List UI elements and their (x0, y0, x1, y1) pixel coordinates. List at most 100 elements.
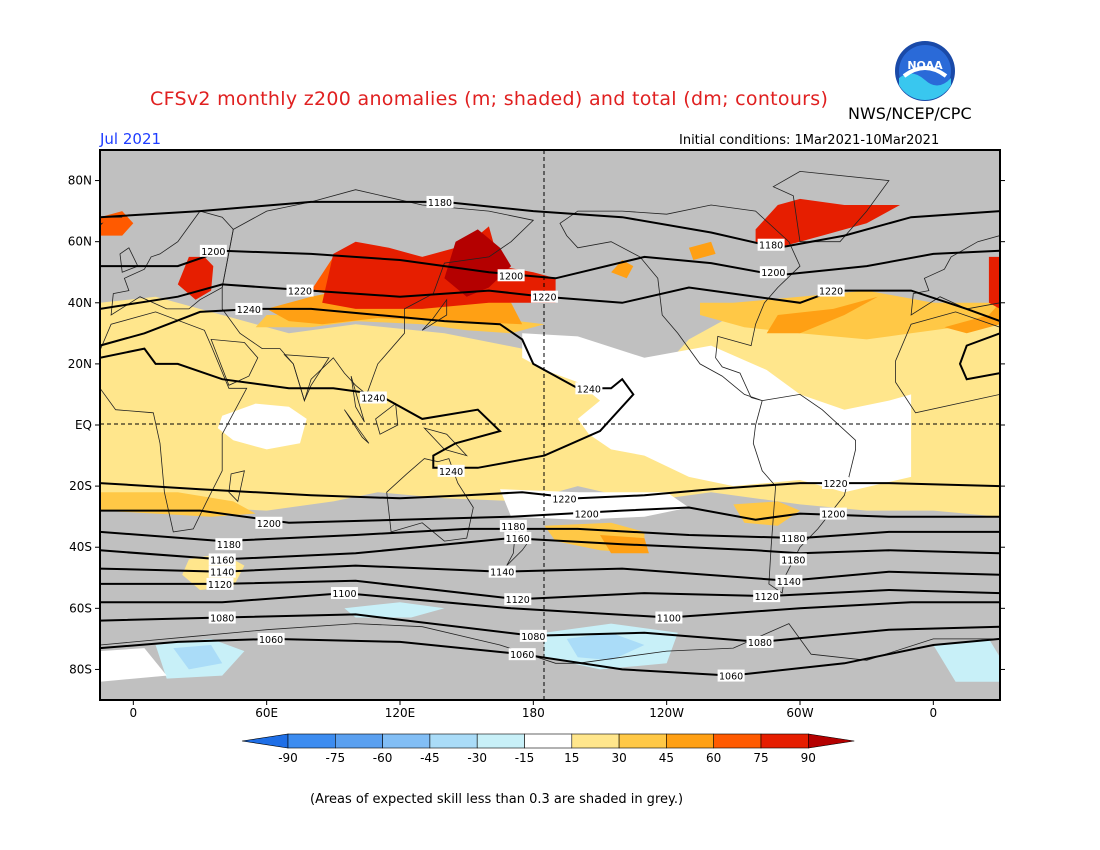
contour-label-bg (488, 565, 516, 578)
coast-europe (110, 210, 234, 316)
contour-label: 1220 (552, 494, 576, 505)
contour-label-bg (437, 464, 465, 477)
colorbar-extend-high (807, 733, 855, 749)
colorbar-bin (571, 733, 620, 749)
contour-label: 1220 (288, 287, 312, 298)
lat-label: 40S (69, 540, 92, 554)
coast-asia (221, 189, 535, 402)
contour-label-bg (199, 244, 227, 257)
contour-label: 1220 (532, 293, 556, 304)
contour-label: 1140 (490, 568, 514, 579)
contour-label-bg (208, 565, 236, 578)
lon-label: 180 (522, 706, 545, 720)
contour-label-bg (759, 266, 787, 279)
contour-label: 1140 (777, 577, 801, 588)
longitude-axis: 0 60E 120E 180 120W 60W 0 (130, 700, 938, 720)
contour-label-bg (757, 238, 785, 251)
lon-label: 0 (930, 706, 938, 720)
lat-label: 80N (68, 174, 92, 188)
contour-label: 1180 (428, 198, 452, 209)
lat-label: 40N (68, 296, 92, 310)
shade-antarctic-blue-c2 (566, 632, 645, 661)
coast-indonesia-2 (375, 402, 399, 435)
contour-label: 1120 (208, 580, 232, 591)
contour-label-bg (504, 593, 532, 606)
contour-label-bg (215, 538, 243, 551)
coast-africa-wrap (895, 311, 1000, 414)
contour-label: 1240 (237, 305, 261, 316)
colorbar-extend-low (241, 733, 289, 749)
coast-north-america (559, 204, 801, 401)
colorbar: -90 -75 -60 -45 -30 -15 15 30 45 60 75 90 (241, 733, 855, 765)
colorbar-label: 15 (564, 751, 579, 765)
contour-label: 1180 (759, 241, 783, 252)
shade-antarctic-blue-e (933, 638, 1000, 682)
contour-label-bg (206, 577, 234, 590)
contour-label: 1200 (761, 268, 785, 279)
contour-label: 1180 (501, 522, 525, 533)
contour-label: 1200 (201, 247, 225, 258)
colorbar-label: -30 (467, 751, 487, 765)
coastlines (100, 170, 1000, 700)
contour-label: 1080 (748, 638, 772, 649)
colorbar-label: -75 (325, 751, 345, 765)
shade-asia-deep-red (322, 226, 556, 309)
coast-madagascar (228, 470, 245, 503)
contour-label-bg (208, 611, 236, 624)
colorbar-label: -45 (420, 751, 440, 765)
contour-label: 1160 (506, 534, 530, 545)
shade-asia-max (444, 229, 512, 297)
contour-label-bg (508, 648, 536, 661)
contour-c1180-nh (100, 200, 1000, 249)
contour-label: 1080 (210, 614, 234, 625)
colorbar-label: -60 (373, 751, 393, 765)
organization-label: NWS/NCEP/CPC (848, 104, 972, 123)
map-title: CFSv2 monthly z200 anomalies (m; shaded)… (150, 88, 829, 110)
colorbar-bin (287, 733, 336, 749)
contour-label: 1100 (332, 589, 356, 600)
contour-label-bg (286, 284, 314, 297)
contour-label-bg (655, 611, 683, 624)
contour-c1160-sh (100, 537, 1000, 561)
contour-c1240-nh (100, 307, 635, 469)
coast-africa (100, 311, 248, 533)
initial-conditions: Initial conditions: 1Mar2021-10Mar2021 (679, 133, 940, 148)
contour-label: 1060 (719, 672, 743, 683)
colorbar-label: -90 (278, 751, 298, 765)
shade-n-america-orange (688, 241, 716, 260)
contour-label-bg (499, 519, 527, 532)
contour-c1080-sh (100, 613, 1000, 643)
colorbar-label: 90 (801, 751, 816, 765)
contour-label: 1240 (361, 394, 385, 405)
contour-label-bg (817, 284, 845, 297)
shade-s-indian-blue (344, 602, 445, 618)
contour-label-bg (550, 492, 578, 505)
lat-label: 20N (68, 357, 92, 371)
lat-label: EQ (75, 418, 92, 432)
contour-label: 1140 (210, 568, 234, 579)
contour-label: 1220 (819, 287, 843, 298)
contour-label-bg (717, 669, 745, 682)
colorbar-label: -15 (515, 751, 535, 765)
anomaly-shading (100, 198, 1000, 682)
shade-near-zero-pacific (522, 333, 912, 493)
contour-label-bg (330, 587, 358, 600)
contour-c1120-sh (100, 579, 1000, 601)
colorbar-label: 75 (753, 751, 768, 765)
shade-pacific-orange (611, 260, 634, 279)
contour-c1240-east (958, 332, 1000, 381)
contour-label-bg (497, 269, 525, 282)
contour-label: 1240 (577, 384, 601, 395)
contour-label-bg (235, 302, 263, 315)
coast-iceland (100, 222, 104, 227)
lon-label: 60E (255, 706, 278, 720)
contour-label-bg (822, 477, 850, 490)
lat-label: 60N (68, 235, 92, 249)
contour-label: 1200 (821, 510, 845, 521)
contour-label: 1060 (510, 650, 534, 661)
shade-band-atl-east (944, 302, 1000, 334)
coast-uk (119, 247, 139, 273)
coast-new-guinea (423, 427, 468, 457)
colorbar-bin (476, 733, 525, 749)
